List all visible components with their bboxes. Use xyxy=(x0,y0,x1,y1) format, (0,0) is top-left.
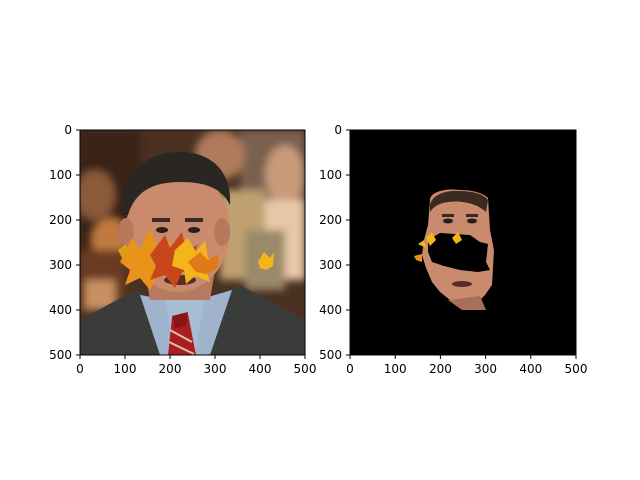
left-y-tick-label: 0 xyxy=(64,123,72,137)
maple-leaf-icon xyxy=(120,228,180,290)
left-y-tick-label: 400 xyxy=(49,303,72,317)
right-x-tick-label: 500 xyxy=(565,362,588,376)
right-x-axis: 0 100 200 300 400 500 xyxy=(346,355,587,376)
maple-leaf-icon xyxy=(452,232,462,244)
right-x-tick-label: 300 xyxy=(474,362,497,376)
left-x-tick-label: 300 xyxy=(204,362,227,376)
maple-leaf-icon xyxy=(118,244,130,258)
right-axes-frame xyxy=(349,129,577,356)
right-y-tick-label: 0 xyxy=(334,123,342,137)
right-y-tick-label: 100 xyxy=(319,168,342,182)
left-y-axis: 0 100 200 300 400 500 xyxy=(49,123,80,362)
right-x-tick-label: 200 xyxy=(429,362,452,376)
maple-leaf-icon xyxy=(188,252,218,274)
maple-leaf-icon xyxy=(426,232,436,246)
left-x-tick-label: 0 xyxy=(76,362,84,376)
left-y-tick-label: 100 xyxy=(49,168,72,182)
mask-image xyxy=(350,130,576,355)
maple-leaf-icon xyxy=(418,240,426,248)
right-x-tick-label: 0 xyxy=(346,362,354,376)
right-image-panel: 0 100 200 300 400 500 0 100 200 300 400 500 xyxy=(319,123,587,376)
right-y-tick-label: 400 xyxy=(319,303,342,317)
right-x-tick-label: 400 xyxy=(519,362,542,376)
maple-leaf-icon xyxy=(414,254,422,262)
left-image-panel: 0 100 200 300 400 500 0 100 200 300 400 500 xyxy=(49,123,316,376)
left-y-tick-label: 300 xyxy=(49,258,72,272)
left-x-axis: 0 100 200 300 400 500 xyxy=(76,355,316,376)
maple-leaf-icon xyxy=(258,252,274,270)
right-x-tick-label: 100 xyxy=(384,362,407,376)
right-y-axis: 0 100 200 300 400 500 xyxy=(319,123,350,362)
left-x-tick-label: 200 xyxy=(159,362,182,376)
left-x-tick-label: 100 xyxy=(114,362,137,376)
left-y-tick-label: 200 xyxy=(49,213,72,227)
left-axes-frame xyxy=(79,129,306,356)
left-x-tick-label: 400 xyxy=(249,362,272,376)
left-x-tick-label: 500 xyxy=(294,362,317,376)
left-y-tick-label: 500 xyxy=(49,348,72,362)
photo-image xyxy=(80,130,305,355)
right-y-tick-label: 500 xyxy=(319,348,342,362)
leaf-overlay-group xyxy=(118,228,274,290)
right-y-tick-label: 200 xyxy=(319,213,342,227)
right-y-tick-label: 300 xyxy=(319,258,342,272)
